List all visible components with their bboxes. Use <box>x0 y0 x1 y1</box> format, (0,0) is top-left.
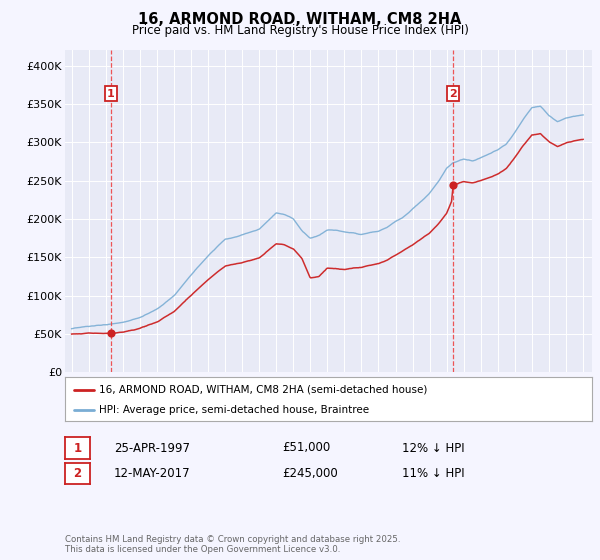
Text: £51,000: £51,000 <box>282 441 330 455</box>
Point <box>106 329 116 338</box>
Text: 11% ↓ HPI: 11% ↓ HPI <box>402 466 464 480</box>
Text: £245,000: £245,000 <box>282 466 338 480</box>
Text: 12-MAY-2017: 12-MAY-2017 <box>114 466 191 480</box>
Text: HPI: Average price, semi-detached house, Braintree: HPI: Average price, semi-detached house,… <box>99 405 369 415</box>
Text: 1: 1 <box>73 441 82 455</box>
Text: 2: 2 <box>449 89 457 99</box>
Text: 1: 1 <box>107 89 115 99</box>
Text: Price paid vs. HM Land Registry's House Price Index (HPI): Price paid vs. HM Land Registry's House … <box>131 24 469 37</box>
Text: 16, ARMOND ROAD, WITHAM, CM8 2HA: 16, ARMOND ROAD, WITHAM, CM8 2HA <box>139 12 461 27</box>
Text: 2: 2 <box>73 466 82 480</box>
Text: 25-APR-1997: 25-APR-1997 <box>114 441 190 455</box>
Text: Contains HM Land Registry data © Crown copyright and database right 2025.
This d: Contains HM Land Registry data © Crown c… <box>65 535 400 554</box>
Point <box>448 180 458 189</box>
Text: 16, ARMOND ROAD, WITHAM, CM8 2HA (semi-detached house): 16, ARMOND ROAD, WITHAM, CM8 2HA (semi-d… <box>99 385 427 395</box>
Text: 12% ↓ HPI: 12% ↓ HPI <box>402 441 464 455</box>
